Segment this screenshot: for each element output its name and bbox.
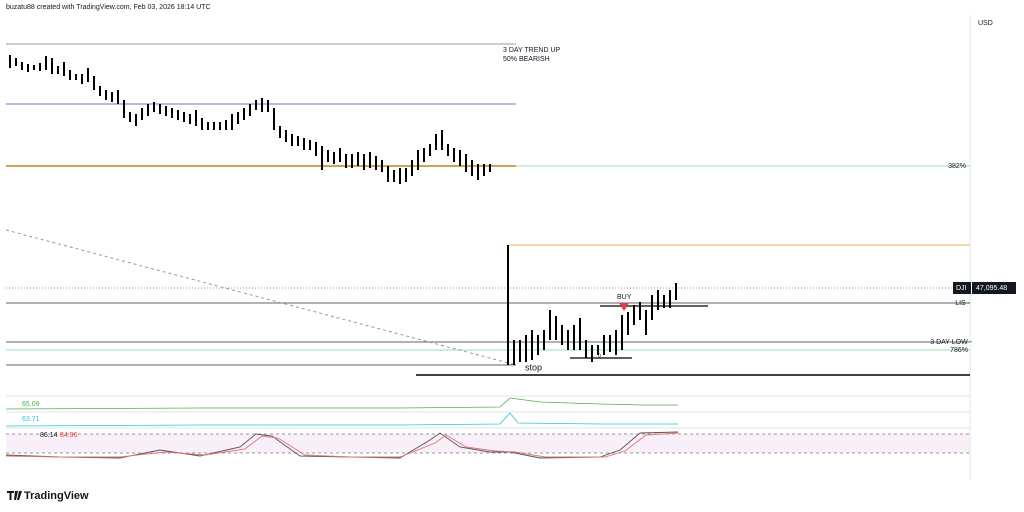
credit: buzatu88 created with TradingView.com, F…: [6, 4, 211, 11]
annotation: 3 DAY TREND UP: [503, 47, 561, 54]
symbol: DJI: [956, 285, 967, 292]
indicator-line: [5, 397, 678, 410]
buy-marker: [619, 303, 629, 311]
level-label: 3 DAY LOW -: [930, 339, 972, 346]
annotation: 0: [598, 353, 601, 359]
price-tag: [972, 282, 1016, 294]
level-label: 786%: [950, 347, 968, 354]
trend-line: [5, 229, 517, 366]
symbol-tag: [953, 282, 971, 294]
stoch-d: [5, 432, 679, 458]
indicator-value: 84.96: [60, 432, 78, 439]
price: 47,095.48: [976, 285, 1007, 292]
level-label: 382%: [948, 163, 966, 170]
annotation: BUY: [617, 294, 632, 301]
currency: USD: [978, 20, 993, 27]
annotation: stop: [525, 362, 542, 372]
brand: TradingView: [24, 490, 89, 502]
indicator-value: 63.71: [22, 416, 40, 423]
price-bars: [9, 55, 677, 365]
level-label: LIS -: [955, 300, 970, 307]
indicator-value: 65.09: [22, 401, 40, 408]
indicator-line: [5, 412, 678, 427]
logo-mark: [7, 491, 22, 500]
stoch-band: [6, 434, 970, 453]
annotation: 50% BEARISH: [503, 56, 550, 63]
indicator-value: 86.14: [40, 432, 58, 439]
